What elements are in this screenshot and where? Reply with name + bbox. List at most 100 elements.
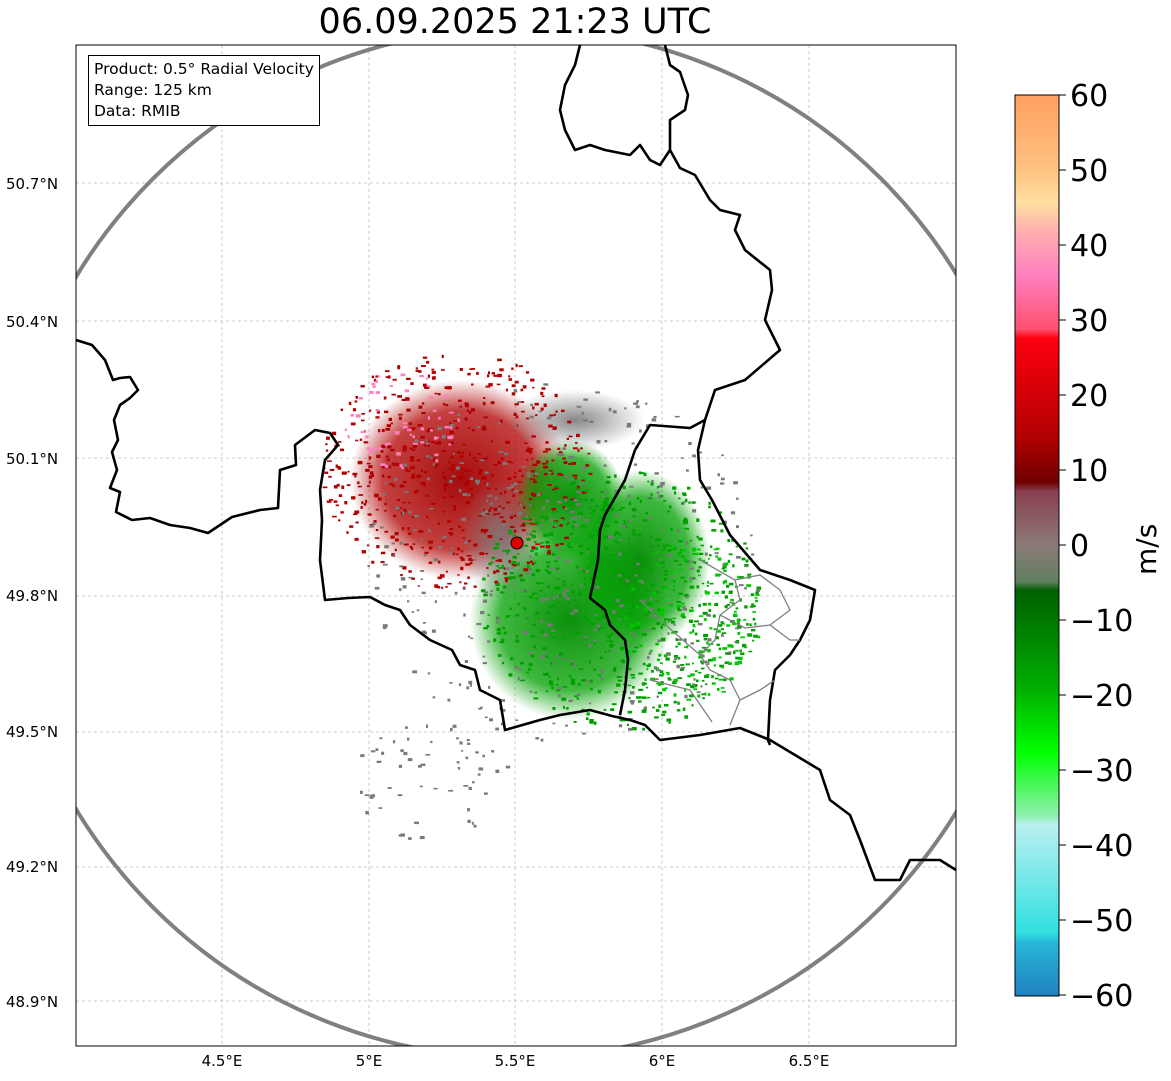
echo-pixel bbox=[354, 510, 360, 514]
echo-pixel bbox=[519, 503, 523, 506]
echo-pixel bbox=[680, 664, 685, 666]
echo-pixel bbox=[594, 614, 597, 616]
echo-pixel bbox=[476, 622, 482, 626]
echo-pixel bbox=[721, 665, 724, 669]
echo-pixel bbox=[458, 475, 464, 480]
echo-pixel bbox=[627, 710, 633, 714]
echo-pixel bbox=[446, 520, 452, 523]
echo-pixel bbox=[421, 412, 426, 415]
echo-pixel bbox=[527, 564, 530, 568]
echo-pixel bbox=[626, 723, 629, 727]
echo-pixel bbox=[559, 524, 563, 527]
echo-pixel bbox=[496, 587, 500, 591]
echo-pixel bbox=[576, 405, 582, 408]
echo-pixel bbox=[519, 574, 523, 577]
x-tick-label: 6°E bbox=[648, 1052, 676, 1070]
echo-pixel bbox=[543, 533, 549, 538]
echo-pixel bbox=[337, 466, 342, 470]
echo-pixel bbox=[503, 631, 507, 635]
echo-pixel bbox=[416, 459, 421, 462]
echo-pixel bbox=[596, 624, 601, 628]
echo-pixel bbox=[525, 371, 530, 374]
echo-pixel bbox=[655, 709, 660, 712]
echo-pixel bbox=[405, 397, 410, 400]
echo-pixel bbox=[406, 408, 411, 412]
echo-pixel bbox=[562, 595, 567, 598]
echo-pixel bbox=[518, 511, 522, 515]
echo-pixel bbox=[400, 373, 406, 377]
echo-pixel bbox=[744, 565, 749, 568]
echo-pixel bbox=[619, 646, 625, 651]
echo-pixel bbox=[533, 592, 538, 595]
echo-pixel bbox=[437, 576, 442, 580]
echo-pixel bbox=[511, 562, 516, 566]
echo-pixel bbox=[368, 456, 372, 460]
echo-pixel bbox=[670, 527, 673, 531]
echo-pixel bbox=[458, 525, 461, 528]
echo-pixel bbox=[556, 586, 561, 590]
echo-pixel bbox=[686, 683, 691, 686]
echo-pixel bbox=[550, 472, 554, 475]
echo-pixel bbox=[517, 677, 520, 681]
echo-pixel bbox=[523, 544, 529, 547]
echo-pixel bbox=[664, 687, 668, 689]
echo-pixel bbox=[459, 741, 463, 745]
echo-pixel bbox=[687, 675, 691, 678]
echo-pixel bbox=[568, 675, 572, 678]
echo-pixel bbox=[664, 577, 668, 581]
echo-pixel bbox=[553, 603, 556, 606]
echo-pixel bbox=[615, 513, 619, 517]
echo-pixel bbox=[687, 486, 691, 490]
echo-pixel bbox=[680, 666, 685, 669]
echo-pixel bbox=[375, 391, 380, 394]
echo-pixel bbox=[547, 549, 551, 553]
echo-pixel bbox=[540, 582, 544, 585]
echo-pixel bbox=[573, 516, 578, 520]
echo-pixel bbox=[324, 471, 329, 474]
echo-pixel bbox=[581, 491, 587, 494]
echo-pixel bbox=[575, 565, 579, 569]
echo-pixel bbox=[599, 574, 602, 578]
echo-pixel bbox=[505, 549, 511, 552]
echo-pixel bbox=[453, 507, 457, 511]
echo-pixel bbox=[582, 732, 587, 735]
echo-pixel bbox=[635, 606, 640, 609]
echo-pixel bbox=[628, 537, 631, 541]
echo-pixel bbox=[422, 622, 426, 624]
echo-pixel bbox=[447, 435, 452, 440]
echo-pixel bbox=[375, 748, 379, 751]
echo-pixel bbox=[520, 388, 524, 392]
echo-pixel bbox=[727, 662, 732, 665]
echo-pixel bbox=[392, 554, 396, 557]
echo-pixel bbox=[505, 440, 510, 444]
echo-pixel bbox=[502, 522, 506, 527]
echo-pixel bbox=[728, 582, 734, 586]
echo-pixel bbox=[689, 694, 694, 698]
echo-pixel bbox=[633, 634, 638, 637]
echo-pixel bbox=[327, 460, 332, 462]
echo-pixel bbox=[495, 769, 500, 773]
echo-pixel bbox=[520, 661, 524, 665]
radar-site-marker[interactable] bbox=[510, 536, 524, 550]
echo-pixel bbox=[651, 627, 656, 630]
echo-pixel bbox=[684, 498, 688, 503]
echo-pixel bbox=[502, 541, 505, 544]
echo-pixel bbox=[396, 452, 401, 456]
echo-pixel bbox=[434, 442, 438, 445]
echo-pixel bbox=[419, 375, 425, 378]
echo-pixel bbox=[691, 576, 696, 580]
echo-pixel bbox=[371, 474, 375, 477]
echo-pixel bbox=[678, 540, 683, 543]
echo-pixel bbox=[704, 683, 708, 686]
echo-pixel bbox=[682, 707, 686, 711]
echo-pixel bbox=[689, 567, 695, 570]
echo-pixel bbox=[659, 611, 665, 614]
echo-pixel bbox=[424, 385, 429, 389]
echo-pixel bbox=[465, 501, 471, 505]
echo-pixel bbox=[700, 486, 703, 489]
echo-pixel bbox=[690, 642, 694, 645]
echo-pixel bbox=[552, 596, 555, 600]
echo-pixel bbox=[697, 574, 701, 577]
echo-pixel bbox=[448, 789, 454, 792]
